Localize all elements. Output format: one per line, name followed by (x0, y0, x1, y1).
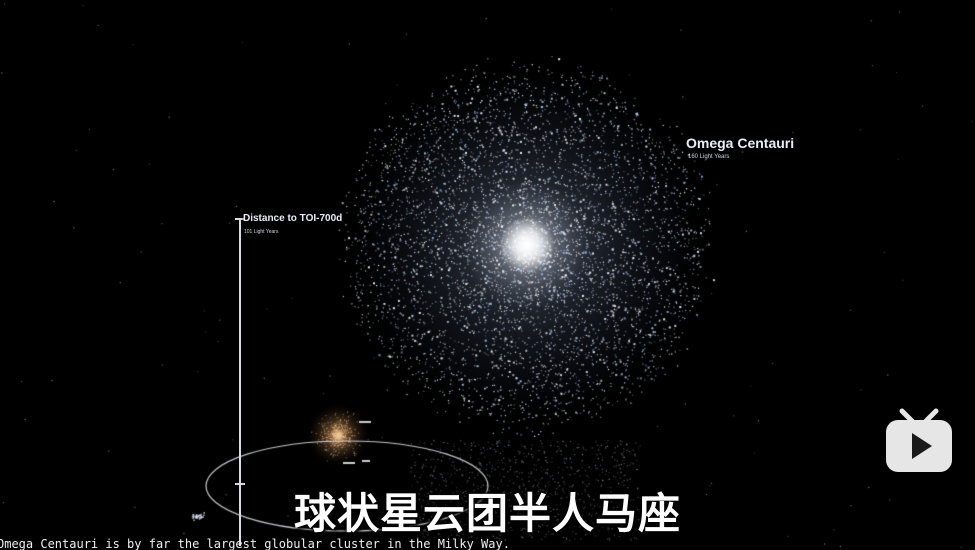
subtitle-chinese: 球状星云团半人马座 (293, 489, 681, 538)
omega-centauri-label: Omega Centauri (686, 135, 795, 151)
subtitle-english: Omega Centauri is by far the largest glo… (0, 538, 510, 550)
distance-value: 101 Light Years (244, 229, 279, 235)
ruler-tick (235, 483, 245, 485)
omega-centauri-size: 160 Light Years (688, 154, 730, 160)
distance-label: Distance to TOI-700d (243, 213, 343, 224)
bilibili-tv-icon (886, 408, 952, 472)
ruler-bar (239, 218, 241, 546)
distance-ruler (235, 218, 245, 546)
ruler-top-cap (235, 218, 245, 220)
